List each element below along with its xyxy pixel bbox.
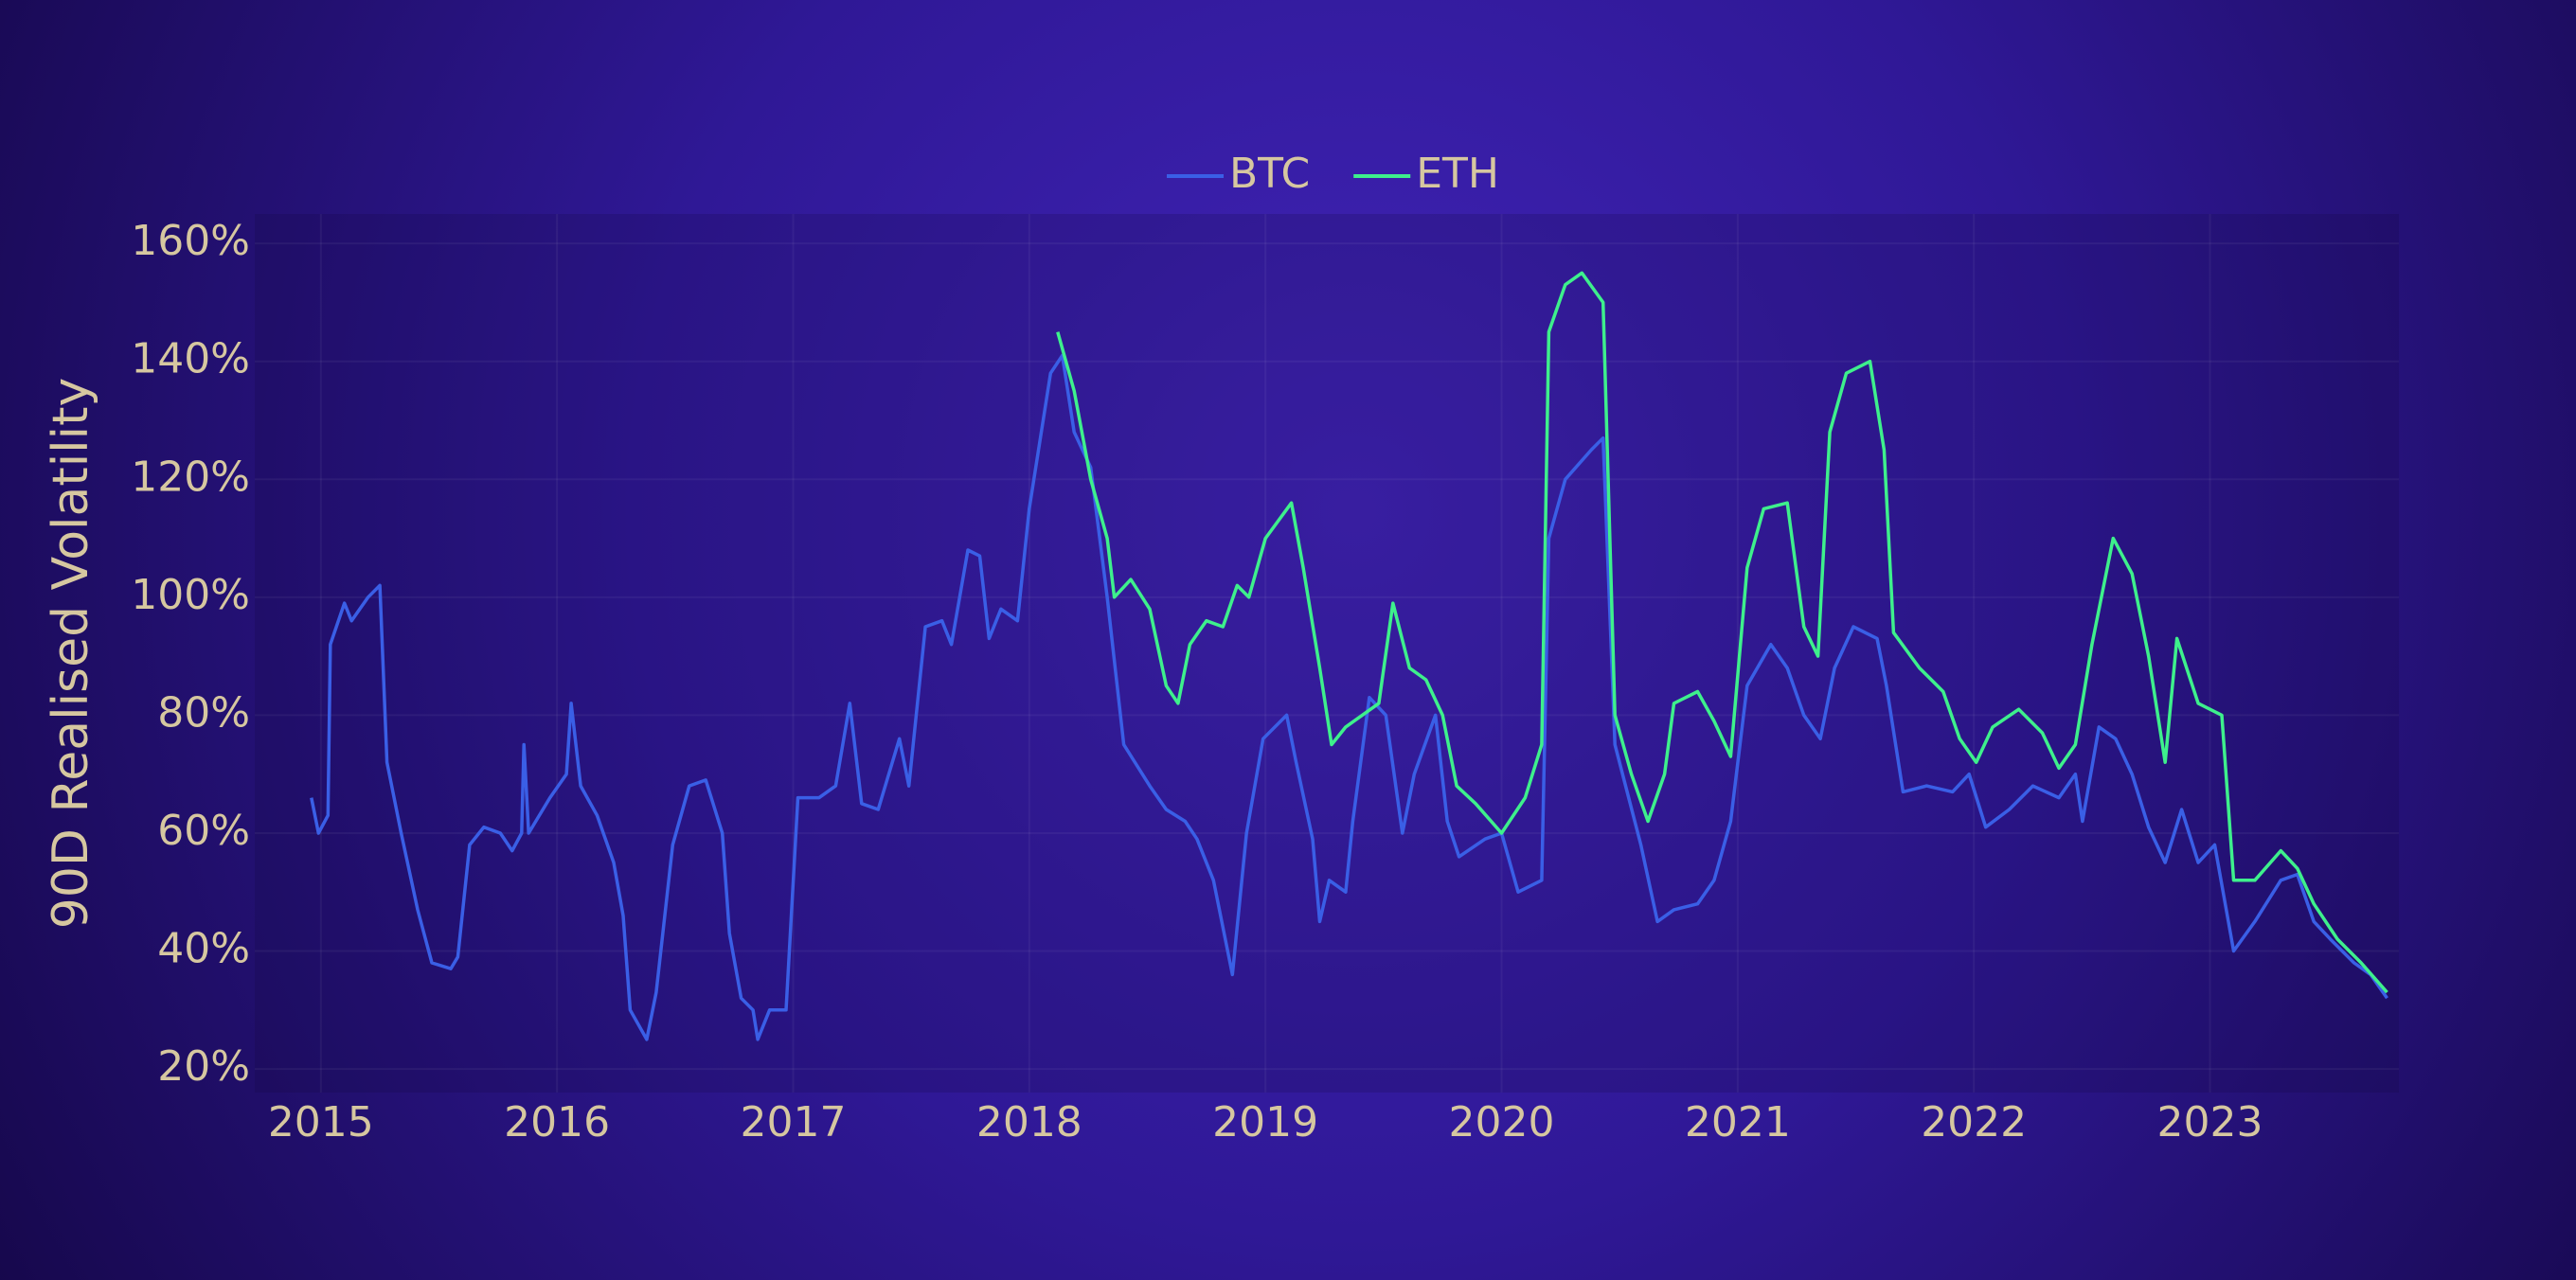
y-tick-label: 80% bbox=[157, 688, 250, 737]
x-tick-label: 2018 bbox=[976, 1098, 1082, 1147]
x-tick-label: 2021 bbox=[1685, 1098, 1791, 1147]
y-tick-label: 140% bbox=[131, 335, 250, 383]
y-tick-label: 20% bbox=[157, 1042, 250, 1091]
x-tick-label: 2020 bbox=[1449, 1098, 1555, 1147]
x-tick-label: 2019 bbox=[1212, 1098, 1318, 1147]
series-line bbox=[310, 353, 2388, 1041]
y-axis-title: 90D Realised Volatility bbox=[43, 378, 99, 929]
x-tick-label: 2023 bbox=[2157, 1098, 2263, 1147]
y-tick-label: 40% bbox=[157, 925, 250, 973]
legend-label: BTC bbox=[1229, 150, 1310, 198]
x-tick-label: 2017 bbox=[741, 1098, 847, 1147]
x-tick-label: 2022 bbox=[1921, 1098, 2027, 1147]
x-tick-label: 2015 bbox=[268, 1098, 374, 1147]
legend-label: ETH bbox=[1416, 150, 1499, 198]
y-tick-label: 160% bbox=[131, 217, 250, 265]
plot-area bbox=[255, 214, 2399, 1093]
y-tick-label: 60% bbox=[157, 807, 250, 855]
y-tick-label: 120% bbox=[131, 453, 250, 501]
series-line bbox=[1056, 271, 2388, 994]
y-tick-label: 100% bbox=[131, 571, 250, 619]
x-tick-label: 2016 bbox=[504, 1098, 610, 1147]
